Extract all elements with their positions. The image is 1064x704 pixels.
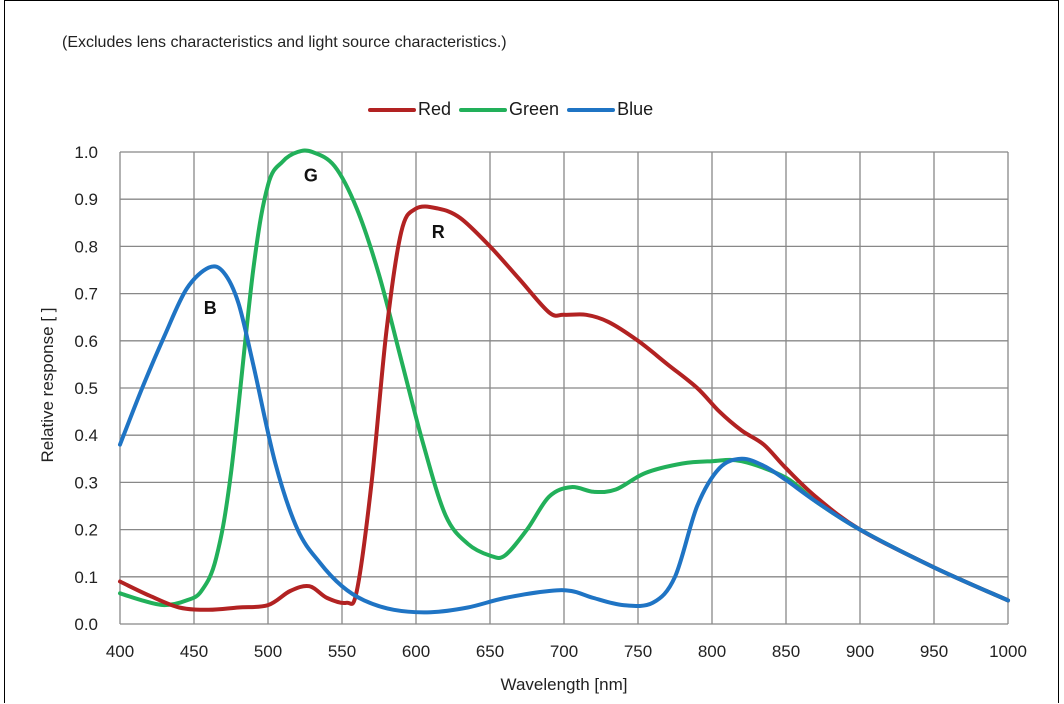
y-tick-label: 0.4: [74, 426, 98, 445]
chart-legend: Red Green Blue: [368, 99, 661, 120]
legend-label-red: Red: [418, 99, 452, 119]
y-tick-label: 1.0: [74, 143, 98, 162]
y-tick-label: 0.0: [74, 615, 98, 634]
legend-label-green: Green: [509, 99, 560, 119]
x-tick-label: 950: [920, 642, 948, 661]
x-tick-label: 650: [476, 642, 504, 661]
y-tick-label: 0.3: [74, 473, 98, 492]
y-tick-label: 0.7: [74, 285, 98, 304]
series-line-red: [118, 204, 1010, 612]
annotation-label-b: B: [204, 298, 217, 318]
y-tick-label: 0.2: [74, 521, 98, 540]
y-tick-label: 0.6: [74, 332, 98, 351]
x-tick-label: 850: [772, 642, 800, 661]
y-tick-label: 0.1: [74, 568, 98, 587]
series-line-blue: [118, 264, 1010, 615]
x-tick-label: 450: [180, 642, 208, 661]
y-tick-label: 0.8: [74, 237, 98, 256]
x-tick-label: 1000: [989, 642, 1027, 661]
x-tick-label: 400: [106, 642, 134, 661]
legend-swatch-blue: [567, 107, 616, 112]
annotation-label-g: G: [304, 166, 318, 186]
legend-item-green: Green: [459, 99, 559, 120]
x-tick-label: 900: [846, 642, 874, 661]
legend-swatch-green: [459, 107, 508, 112]
legend-label-blue: Blue: [617, 99, 654, 119]
chart-note: (Excludes lens characteristics and light…: [62, 34, 507, 51]
x-tick-label: 800: [698, 642, 726, 661]
legend-item-blue: Blue: [567, 99, 653, 120]
x-tick-label: 600: [402, 642, 430, 661]
x-axis-title: Wavelength [nm]: [501, 675, 628, 694]
legend-swatch-red: [368, 107, 416, 112]
y-axis-title: Relative response [ ]: [38, 308, 57, 463]
series-line-green: [118, 148, 1010, 608]
annotation-label-r: R: [432, 222, 445, 242]
legend-item-red: Red: [368, 99, 451, 120]
x-tick-label: 500: [254, 642, 282, 661]
x-tick-label: 700: [550, 642, 578, 661]
chart-frame: [4, 0, 1059, 703]
y-tick-label: 0.9: [74, 190, 98, 209]
x-tick-label: 550: [328, 642, 356, 661]
x-tick-label: 750: [624, 642, 652, 661]
y-tick-label: 0.5: [74, 379, 98, 398]
